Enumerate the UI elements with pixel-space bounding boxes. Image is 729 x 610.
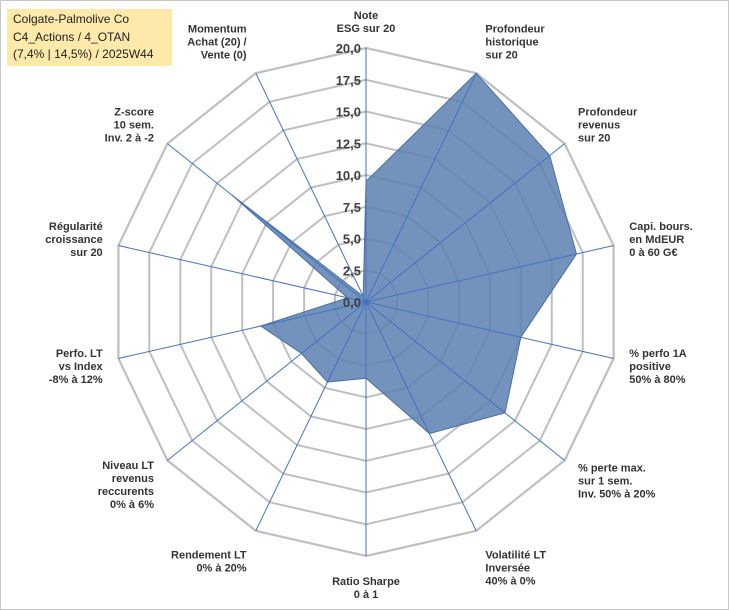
tick-label: 17,5 xyxy=(336,73,361,88)
radar-spokes xyxy=(118,48,614,556)
axis-label-10: vs Index xyxy=(59,361,104,373)
tick-label: 12,5 xyxy=(336,136,361,151)
axis-label-9: 0% à 6% xyxy=(110,499,154,511)
axis-label-5: Inv. 50% à 20% xyxy=(578,489,656,501)
axis-label-13: Achat (20) / xyxy=(187,36,246,48)
spoke-11 xyxy=(118,245,367,303)
title-line-stats: (7,4% | 14,5%) / 2025W44 xyxy=(13,47,154,61)
spoke-13 xyxy=(255,72,367,303)
tick-label: 20,0 xyxy=(336,41,361,56)
axis-label-8: 0% à 20% xyxy=(196,563,246,575)
tick-label: 15,0 xyxy=(336,105,361,120)
axis-label-11: croissance xyxy=(45,234,102,246)
spoke-8 xyxy=(255,301,367,532)
axis-label-6: Volatilité LT xyxy=(485,550,546,562)
axis-label-9: revenus xyxy=(112,473,154,485)
axis-label-13: Vente (0) xyxy=(201,49,247,61)
axis-label-3: 0 à 60 G€ xyxy=(629,247,677,259)
radar-tick-labels: 0,0 2,5 5,0 7,5 10,0 12,5 15,0 17,5 20,0 xyxy=(336,41,361,310)
chart-title-box: Colgate-Palmolive Co C4_Actions / 4_OTAN… xyxy=(7,9,172,66)
tick-label: 2,5 xyxy=(343,263,361,278)
tick-label: 0,0 xyxy=(343,295,361,310)
axis-label-6: 40% à 0% xyxy=(485,576,535,588)
axis-label-3: en MdEUR xyxy=(629,234,684,246)
axis-label-12: Z-score xyxy=(114,107,154,119)
axis-label-11: Régularité xyxy=(49,221,103,233)
axis-label-2: sur 20 xyxy=(578,133,610,145)
tick-label: 7,5 xyxy=(343,200,361,215)
title-line-category: C4_Actions / 4_OTAN xyxy=(13,29,131,44)
axis-label-2: revenus xyxy=(578,120,620,132)
axis-label-13: Momentum xyxy=(188,23,247,35)
axis-label-2: Profondeur xyxy=(578,107,638,119)
axis-label-7: Ratio Sharpe xyxy=(332,576,400,588)
spoke-1 xyxy=(365,72,477,303)
axis-label-4: 50% à 80% xyxy=(629,374,685,386)
tick-label: 5,0 xyxy=(343,232,361,247)
spoke-6 xyxy=(365,301,477,532)
spoke-12 xyxy=(167,143,367,303)
axis-label-1: Profondeur xyxy=(485,23,545,35)
spoke-10 xyxy=(118,301,367,359)
axis-label-3: Capi. bours. xyxy=(629,221,693,233)
axis-label-10: Perfo. LT xyxy=(56,348,103,360)
spoke-5 xyxy=(365,301,565,461)
axis-label-1: sur 20 xyxy=(485,49,517,61)
axis-label-5: % perte max. xyxy=(578,463,646,475)
axis-label-12: Inv. 2 à -2 xyxy=(105,133,154,145)
axis-label-9: Niveau LT xyxy=(102,460,154,472)
radar-series xyxy=(231,72,578,435)
axis-label-0: Note xyxy=(354,10,378,22)
axis-label-8: Rendement LT xyxy=(171,550,247,562)
spoke-3 xyxy=(365,245,614,303)
axis-label-12: 10 sem. xyxy=(114,120,154,132)
title-line-company: Colgate-Palmolive Co xyxy=(13,12,130,26)
spoke-4 xyxy=(365,301,614,359)
axis-label-9: reccurents xyxy=(98,486,154,498)
axis-label-1: historique xyxy=(485,36,538,48)
axis-label-5: sur 1 sem. xyxy=(578,476,632,488)
axis-label-10: -8% à 12% xyxy=(49,374,103,386)
axis-label-6: Inversée xyxy=(485,563,530,575)
axis-label-11: sur 20 xyxy=(70,247,102,259)
axis-label-0: ESG sur 20 xyxy=(337,23,396,35)
spoke-9 xyxy=(167,301,367,461)
spoke-2 xyxy=(365,143,565,303)
axis-label-4: positive xyxy=(629,361,671,373)
axis-label-4: % perfo 1A xyxy=(629,348,687,360)
tick-label: 10,0 xyxy=(336,168,361,183)
axis-label-7: 0 à 1 xyxy=(354,589,378,601)
series-area xyxy=(231,72,578,435)
